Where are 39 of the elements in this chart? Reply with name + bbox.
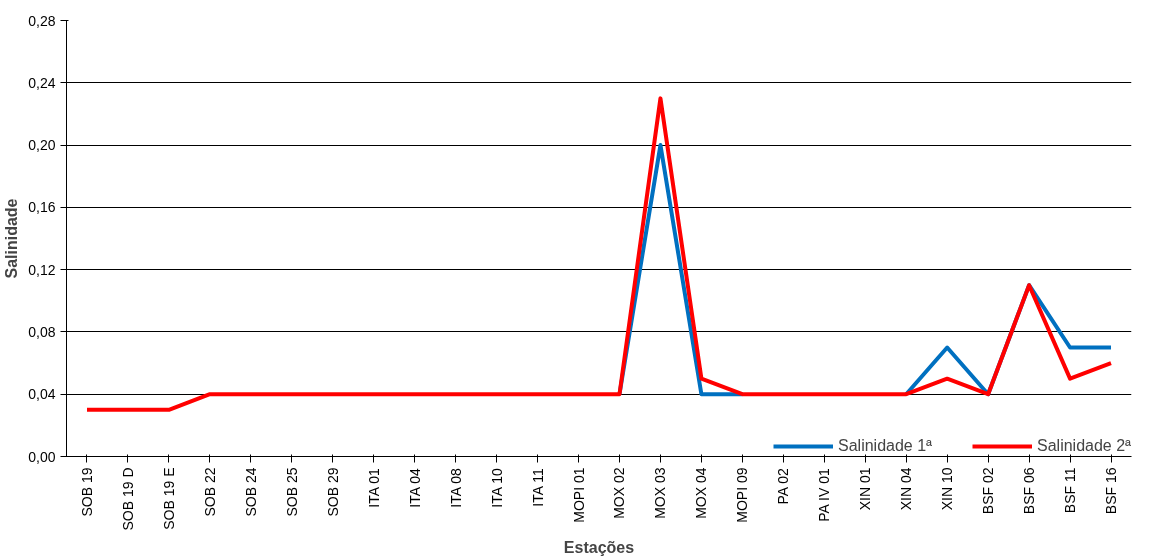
y-tick-label: 0,24 (28, 74, 56, 91)
y-tick-label: 0,00 (28, 448, 56, 465)
x-tick-label: MOPI 01 (570, 467, 587, 523)
x-tick-label: SOB 19 E (160, 467, 177, 530)
x-tick-label: ITA 01 (365, 468, 382, 508)
y-tick-label: 0,20 (28, 137, 56, 154)
x-tick-label: ITA 10 (488, 468, 505, 508)
x-tick-label: BSF 16 (1103, 467, 1120, 515)
y-tick-label: 0,04 (28, 386, 56, 403)
x-axis-title: Estações (563, 538, 635, 556)
x-tick-label: PA 02 (775, 468, 792, 505)
y-tick-label: 0,16 (28, 199, 56, 216)
y-tick-label: 0,12 (28, 261, 56, 278)
x-tick-label: XIN 10 (939, 467, 956, 511)
x-tick-label: MOX 02 (611, 467, 628, 519)
y-tick-label: 0,08 (28, 323, 56, 340)
y-tick-label: 0,28 (28, 12, 56, 29)
y-axis-title: Salinidade (3, 198, 21, 279)
x-tick-label: SOB 19 (78, 467, 95, 517)
x-tick-label: XIN 04 (898, 467, 915, 511)
x-tick-label: MOX 03 (652, 467, 669, 519)
legend-label: Salinidade 1ª (838, 437, 932, 455)
x-tick-label: MOX 04 (693, 467, 710, 519)
x-tick-label: SOB 22 (201, 467, 218, 517)
x-tick-label: ITA 11 (529, 468, 546, 507)
line-series (84, 96, 1114, 412)
x-tick-label: BSF 11 (1062, 467, 1079, 514)
x-tick-label: ITA 04 (406, 468, 423, 508)
x-tick-label: SOB 19 D (119, 467, 136, 531)
x-tick-label: SOB 29 (324, 467, 341, 517)
legend-label: Salinidade 2ª (1037, 437, 1131, 455)
x-tick-label: BSF 02 (980, 467, 997, 515)
x-tick-label: BSF 06 (1021, 467, 1038, 515)
x-tick-label: ITA 08 (447, 468, 464, 508)
x-tick-label: SOB 24 (242, 467, 259, 517)
x-tick-label: SOB 25 (283, 467, 300, 517)
x-tick-label: MOPI 09 (734, 467, 751, 523)
x-tick-label: PA IV 01 (816, 468, 833, 522)
x-tick-label: XIN 01 (857, 467, 874, 511)
